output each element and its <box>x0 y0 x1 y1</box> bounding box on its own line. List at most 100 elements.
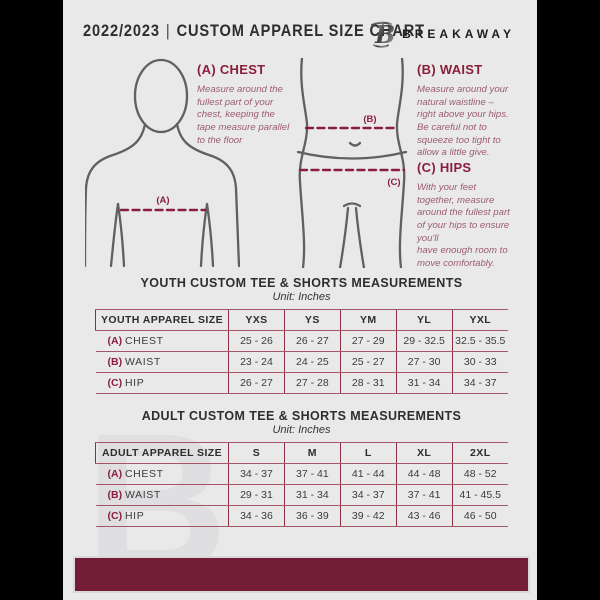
title-text: CUSTOM APPAREL SIZE CHART <box>176 21 425 40</box>
svg-text:B: B <box>374 20 395 48</box>
measurement-label-cell: (A) CHEST <box>95 463 229 485</box>
chest-line-marker: (A) <box>156 195 169 206</box>
measurement-label-cell: (C) HIP <box>95 372 229 394</box>
breakaway-logo-icon: B <box>371 20 395 48</box>
size-range-cell: 39 - 42 <box>339 505 397 527</box>
size-chart-page: B 2022/2023 | CUSTOM APPAREL SIZE CHART B … <box>63 0 537 600</box>
size-range-cell: 27 - 29 <box>339 330 397 352</box>
youth-table-unit: Unit: Inches <box>272 291 331 303</box>
hips-guide-heading: (C) HIPS <box>417 160 472 175</box>
size-column-header: YS <box>283 309 341 331</box>
size-range-cell: 24 - 25 <box>283 351 341 373</box>
size-range-cell: 31 - 34 <box>283 484 341 506</box>
adult-size-table: ADULT APPAREL SIZE S M L XL 2XL (A) CHEST 34 … <box>95 442 508 527</box>
size-range-cell: 26 - 27 <box>228 372 285 394</box>
size-range-cell: 41 - 44 <box>339 463 397 485</box>
size-range-cell: 34 - 36 <box>228 505 285 527</box>
size-range-cell: 34 - 37 <box>451 372 508 394</box>
measurement-letter: (C) <box>107 377 123 389</box>
footer-bar <box>73 556 530 593</box>
size-column-header: 2XL <box>451 442 508 464</box>
measurement-name: WAIST <box>125 356 161 368</box>
chest-guide-heading: (A) CHEST <box>197 62 266 77</box>
youth-header-row: YOUTH APPAREL SIZE YXS YS YM YL YXL <box>95 309 508 331</box>
size-range-cell: 23 - 24 <box>228 351 285 373</box>
adult-section: ADULT CUSTOM TEE & SHORTS MEASUREMENTS U… <box>95 409 508 527</box>
size-range-cell: 27 - 30 <box>395 351 453 373</box>
measurement-row: (B) WAIST 29 - 31 31 - 34 34 - 37 37 - 4… <box>95 484 508 506</box>
size-range-cell: 29 - 32.5 <box>395 330 453 352</box>
youth-size-table: YOUTH APPAREL SIZE YXS YS YM YL YXL (A) CHEST… <box>95 309 508 394</box>
size-range-cell: 29 - 31 <box>228 484 285 506</box>
size-range-cell: 36 - 39 <box>283 505 341 527</box>
measurement-label-cell: (B) WAIST <box>95 351 229 373</box>
waist-guide-heading: (B) WAIST <box>417 62 483 77</box>
size-range-cell: 31 - 34 <box>395 372 453 394</box>
size-range-cell: 32.5 - 35.5 <box>451 330 508 352</box>
waist-line-marker: (B) <box>363 114 376 125</box>
size-column-header: XL <box>395 442 453 464</box>
page-header: 2022/2023 | CUSTOM APPAREL SIZE CHART B BR… <box>63 18 537 48</box>
size-range-cell: 30 - 33 <box>451 351 508 373</box>
size-range-cell: 41 - 45.5 <box>451 484 508 506</box>
size-column-header: YXS <box>228 309 285 331</box>
waist-hips-diagram: (B) (C) <box>296 58 408 268</box>
page-title: 2022/2023 | CUSTOM APPAREL SIZE CHART <box>83 21 425 41</box>
chest-guide-text: Measure around the fullest part of your … <box>197 84 290 146</box>
title-divider: | <box>165 21 171 40</box>
hips-guide: (C) HIPS With your feet together, measur… <box>417 160 537 271</box>
size-range-cell: 37 - 41 <box>283 463 341 485</box>
measurement-name: CHEST <box>125 468 164 480</box>
measurement-row: (B) WAIST 23 - 24 24 - 25 25 - 27 27 - 3… <box>95 351 508 373</box>
measurement-letter: (C) <box>107 510 123 522</box>
size-range-cell: 34 - 37 <box>339 484 397 506</box>
measurement-letter: (A) <box>107 468 123 480</box>
measurement-name: CHEST <box>125 335 164 347</box>
adult-table-unit: Unit: Inches <box>272 424 331 436</box>
size-range-cell: 48 - 52 <box>451 463 508 485</box>
title-year: 2022/2023 <box>83 21 160 40</box>
youth-section: YOUTH CUSTOM TEE & SHORTS MEASUREMENTS U… <box>95 276 508 394</box>
size-column-header: YM <box>339 309 397 331</box>
size-range-cell: 28 - 31 <box>339 372 397 394</box>
measurement-row: (A) CHEST 25 - 26 26 - 27 27 - 29 29 - 3… <box>95 330 508 352</box>
torso-chest-diagram: (A) <box>85 58 240 268</box>
size-column-header: YXL <box>451 309 508 331</box>
hip-line-marker: (C) <box>387 177 400 188</box>
adult-header-row: ADULT APPAREL SIZE S M L XL 2XL <box>95 442 508 464</box>
measurement-name: WAIST <box>125 489 161 501</box>
youth-table-body: (A) CHEST 25 - 26 26 - 27 27 - 29 29 - 3… <box>95 330 508 394</box>
size-column-header: YOUTH APPAREL SIZE <box>95 309 229 331</box>
measurement-name: HIP <box>125 510 145 522</box>
size-range-cell: 26 - 27 <box>283 330 341 352</box>
size-column-header: S <box>228 442 285 464</box>
size-range-cell: 43 - 46 <box>395 505 453 527</box>
hips-guide-text: With your feet together, measure around … <box>417 182 510 269</box>
waist-guide: (B) WAIST Measure around your natural wa… <box>417 62 537 160</box>
measurement-letter: (B) <box>107 489 123 501</box>
size-range-cell: 44 - 48 <box>395 463 453 485</box>
size-column-header: M <box>283 442 341 464</box>
brand-name: BREAKAWAY <box>402 27 515 41</box>
size-range-cell: 46 - 50 <box>451 505 508 527</box>
measurement-name: HIP <box>125 377 145 389</box>
measurement-label-cell: (B) WAIST <box>95 484 229 506</box>
adult-table-title: ADULT CUSTOM TEE & SHORTS MEASUREMENTS <box>141 409 462 423</box>
size-column-header: L <box>339 442 397 464</box>
size-range-cell: 37 - 41 <box>395 484 453 506</box>
waist-guide-text: Measure around your natural waistline – … <box>417 84 509 159</box>
size-column-header: ADULT APPAREL SIZE <box>95 442 229 464</box>
chest-guide: (A) CHEST Measure around the fullest par… <box>197 62 311 147</box>
adult-table-body: (A) CHEST 34 - 37 37 - 41 41 - 44 44 - 4… <box>95 463 508 527</box>
size-range-cell: 34 - 37 <box>228 463 285 485</box>
measurement-letter: (B) <box>107 356 123 368</box>
youth-table-title: YOUTH CUSTOM TEE & SHORTS MEASUREMENTS <box>140 276 463 290</box>
measurement-row: (C) HIP 34 - 36 36 - 39 39 - 42 43 - 46 … <box>95 505 508 527</box>
size-range-cell: 27 - 28 <box>283 372 341 394</box>
measurement-label-cell: (C) HIP <box>95 505 229 527</box>
measurement-letter: (A) <box>107 335 123 347</box>
measurement-row: (A) CHEST 34 - 37 37 - 41 41 - 44 44 - 4… <box>95 463 508 485</box>
measurement-label-cell: (A) CHEST <box>95 330 229 352</box>
size-range-cell: 25 - 26 <box>228 330 285 352</box>
size-range-cell: 25 - 27 <box>339 351 397 373</box>
